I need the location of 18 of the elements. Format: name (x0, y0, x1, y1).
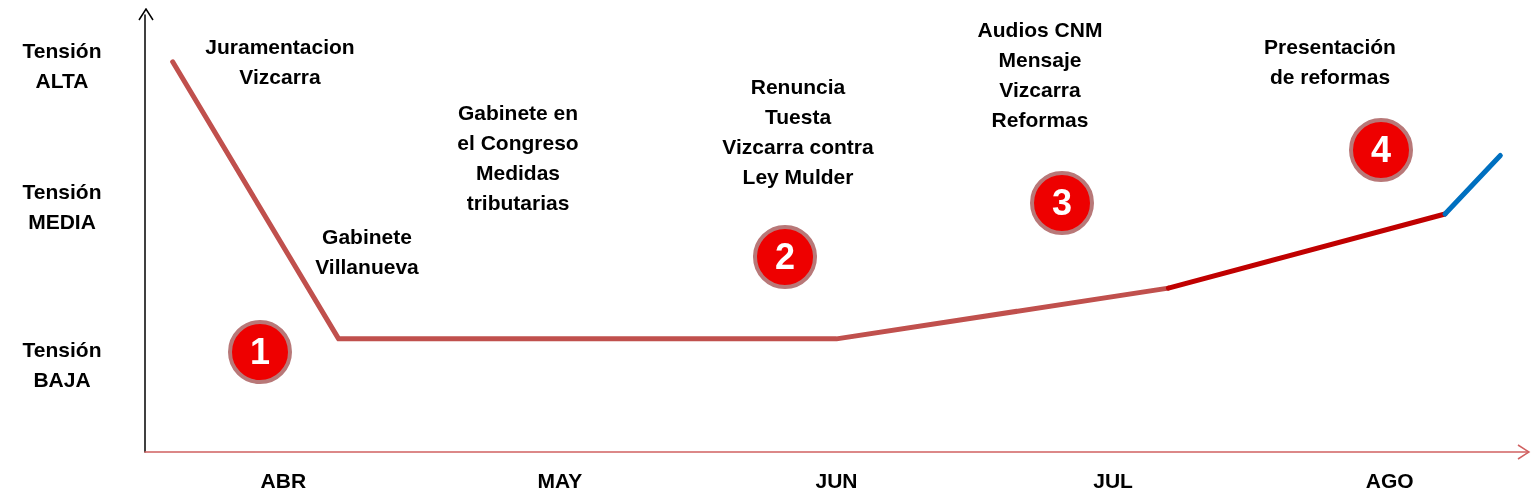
text: Tensión ALTA (22, 38, 102, 94)
x-tick-label: JUN (815, 469, 858, 492)
numbered-circle-icon: 4 (1349, 118, 1413, 182)
numbered-circle-icon: 3 (1030, 171, 1094, 235)
annotation: Presentación de reformas (1264, 34, 1396, 90)
annotation: Renuncia Tuesta Vizcarra contra Ley Mulder (722, 74, 874, 190)
x-tick-label: MAY (537, 469, 583, 492)
x-tick-label: AGO (1365, 469, 1414, 492)
numbered-circle-icon: 1 (228, 320, 292, 384)
annotation: Audios CNM Mensaje Vizcarra Reformas (977, 17, 1103, 133)
annotation: Juramentacion Vizcarra (205, 34, 355, 90)
text: Tensión BAJA (22, 337, 102, 393)
x-tick-label: JUL (1093, 469, 1134, 492)
text: Tensión MEDIA (22, 179, 102, 235)
annotation: Gabinete Villanueva (315, 224, 419, 280)
x-tick-label: ABR (260, 469, 307, 492)
annotation: Gabinete en el Congreso Medidas tributarias (457, 100, 579, 216)
numbered-circle-icon: 2 (753, 225, 817, 289)
